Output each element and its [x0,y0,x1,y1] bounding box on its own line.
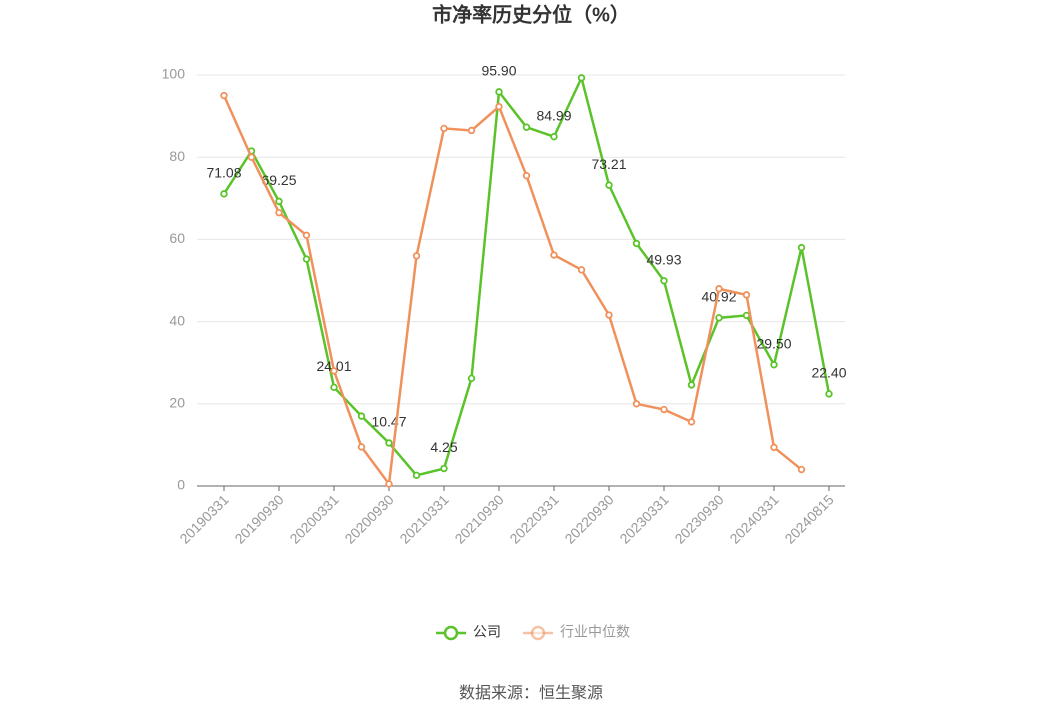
data-point [247,153,256,161]
x-tick-label: 20220930 [561,491,617,547]
data-point [385,480,393,488]
data-point [632,400,641,408]
y-tick-label: 20 [169,395,185,411]
data-point [605,181,613,189]
data-label: 95.90 [481,63,516,79]
data-point [440,464,448,473]
data-point [550,251,558,259]
x-tick-label: 20210930 [451,491,507,547]
data-label: 4.25 [430,439,457,455]
legend-label: 行业中位数 [560,624,630,640]
data-point [715,314,723,322]
data-point [275,197,283,206]
data-point [522,123,531,131]
data-point [660,405,668,414]
legend-label: 公司 [473,624,501,640]
data-label: 40.92 [701,289,736,305]
data-label: 84.99 [536,107,571,123]
data-point [825,390,833,398]
x-tick-label: 20230331 [616,491,672,547]
data-label: 73.21 [591,156,626,172]
source: 数据来源：恒生聚源 [459,684,603,702]
legend-marker [443,625,459,641]
data-point [715,285,723,293]
x-tick-label: 20230930 [671,491,727,547]
data-point [632,239,641,248]
data-point [797,465,806,474]
x-tick-label: 20220331 [506,491,562,547]
data-point [302,255,311,263]
data-point [605,311,613,319]
data-point [742,311,751,320]
data-point [495,88,503,96]
data-point [467,374,476,383]
data-point [687,418,696,426]
y-tick-label: 40 [169,312,185,328]
data-point [770,361,778,369]
data-point [660,277,668,285]
data-point [770,443,778,452]
data-point [330,383,338,392]
data-point [440,124,448,133]
data-point [797,243,806,252]
x-tick-label: 20190331 [176,491,232,547]
data-point [330,367,338,375]
y-tick-label: 100 [162,66,186,82]
data-point [302,231,311,239]
x-tick-label: 20240815 [781,491,837,547]
series-line [222,95,803,488]
data-point [467,126,476,135]
data-point [275,208,283,217]
data-point [220,91,228,100]
data-label: 10.47 [371,414,406,430]
y-tick-label: 60 [169,230,185,246]
data-point [412,252,421,260]
data-label: 49.93 [646,251,681,267]
data-label: 22.40 [811,365,846,381]
data-point [385,439,393,447]
data-point [220,190,228,198]
data-point [412,471,421,480]
data-point [495,102,503,111]
data-point [522,171,531,180]
data-label: 71.08 [206,165,241,181]
y-tick-label: 0 [177,477,185,493]
data-point [357,443,366,451]
x-tick-label: 20200331 [286,491,342,547]
y-tick-label: 80 [169,148,185,164]
x-tick-label: 20210331 [396,491,452,547]
x-tick-label: 20240331 [726,491,782,547]
data-label: 69.25 [261,172,296,188]
legend-marker [530,625,546,641]
data-point [742,291,751,299]
data-point [550,132,558,141]
data-point [357,412,366,420]
data-label: 29.50 [756,335,791,351]
data-point [687,381,696,389]
data-point [577,266,586,274]
data-point [577,74,586,82]
chart-title: 市净率历史分位（%） [432,2,630,26]
x-tick-label: 20190930 [231,491,287,547]
x-tick-label: 20200930 [341,491,397,547]
